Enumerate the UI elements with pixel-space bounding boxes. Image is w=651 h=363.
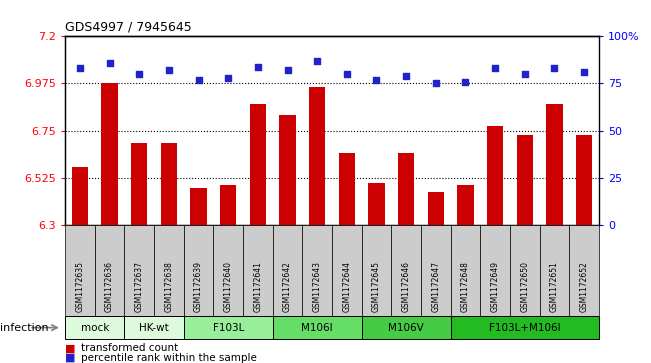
Bar xyxy=(279,115,296,225)
Point xyxy=(430,81,441,86)
Bar xyxy=(576,135,592,225)
Point xyxy=(579,69,589,75)
Point xyxy=(104,60,115,66)
Point xyxy=(312,58,322,64)
Text: M106V: M106V xyxy=(388,323,424,333)
Text: infection: infection xyxy=(0,323,49,333)
Point xyxy=(163,68,174,73)
Text: GSM1172650: GSM1172650 xyxy=(520,261,529,312)
Point xyxy=(253,64,263,69)
Bar xyxy=(131,143,147,225)
Text: GSM1172637: GSM1172637 xyxy=(135,261,144,312)
Bar xyxy=(517,135,533,225)
Point xyxy=(549,65,560,71)
Text: mock: mock xyxy=(81,323,109,333)
Text: GSM1172645: GSM1172645 xyxy=(372,261,381,312)
Text: GSM1172642: GSM1172642 xyxy=(283,261,292,312)
Bar xyxy=(161,143,177,225)
Bar xyxy=(309,87,326,225)
Text: GSM1172646: GSM1172646 xyxy=(402,261,411,312)
Text: ■: ■ xyxy=(65,352,76,363)
Bar xyxy=(190,188,207,225)
Bar xyxy=(398,153,414,225)
Text: F103L+M106I: F103L+M106I xyxy=(489,323,561,333)
Text: GSM1172648: GSM1172648 xyxy=(461,261,470,312)
Bar xyxy=(546,105,562,225)
Text: GSM1172643: GSM1172643 xyxy=(312,261,322,312)
Point xyxy=(490,65,501,71)
Text: GSM1172644: GSM1172644 xyxy=(342,261,352,312)
Bar xyxy=(339,153,355,225)
Text: GDS4997 / 7945645: GDS4997 / 7945645 xyxy=(65,21,192,34)
Point xyxy=(193,77,204,83)
Text: GSM1172651: GSM1172651 xyxy=(550,261,559,312)
Point xyxy=(371,77,381,83)
Point xyxy=(75,65,85,71)
Text: F103L: F103L xyxy=(212,323,244,333)
Bar xyxy=(368,183,385,225)
Text: GSM1172652: GSM1172652 xyxy=(579,261,589,312)
Text: GSM1172640: GSM1172640 xyxy=(224,261,232,312)
Text: ■: ■ xyxy=(65,343,76,354)
Text: HK-wt: HK-wt xyxy=(139,323,169,333)
Text: percentile rank within the sample: percentile rank within the sample xyxy=(81,352,257,363)
Bar xyxy=(428,192,444,225)
Bar xyxy=(457,185,474,225)
Point xyxy=(283,68,293,73)
Point xyxy=(342,71,352,77)
Point xyxy=(134,71,145,77)
Point xyxy=(401,73,411,79)
Text: transformed count: transformed count xyxy=(81,343,178,354)
Point xyxy=(519,71,530,77)
Bar xyxy=(250,105,266,225)
Bar xyxy=(72,167,88,225)
Text: GSM1172647: GSM1172647 xyxy=(432,261,440,312)
Text: GSM1172636: GSM1172636 xyxy=(105,261,114,312)
Point xyxy=(460,79,471,85)
Bar xyxy=(220,185,236,225)
Text: GSM1172635: GSM1172635 xyxy=(76,261,85,312)
Bar xyxy=(487,126,503,225)
Text: GSM1172641: GSM1172641 xyxy=(253,261,262,312)
Text: GSM1172649: GSM1172649 xyxy=(491,261,499,312)
Bar xyxy=(102,83,118,225)
Text: M106I: M106I xyxy=(301,323,333,333)
Text: GSM1172639: GSM1172639 xyxy=(194,261,203,312)
Point xyxy=(223,75,234,81)
Text: GSM1172638: GSM1172638 xyxy=(165,261,173,312)
